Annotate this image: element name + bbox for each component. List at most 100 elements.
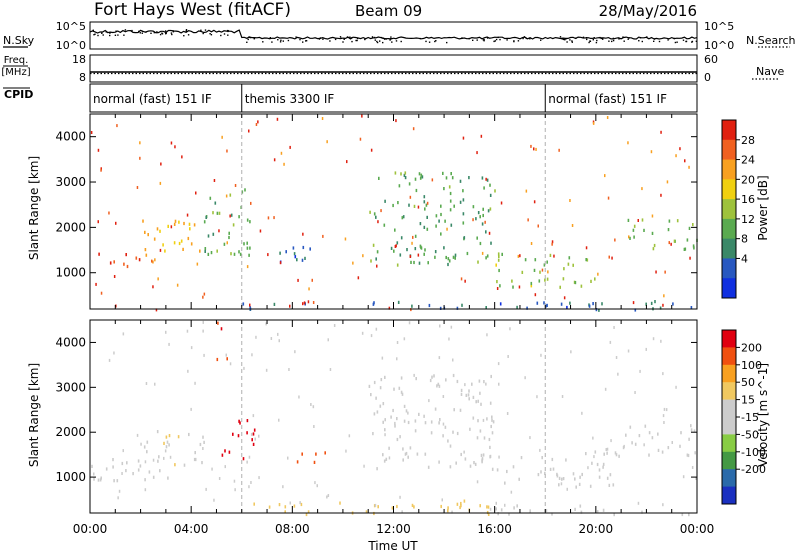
echo-cell <box>448 259 451 263</box>
cpid-strip: CPID normal (fast) 151 IF themis 3300 IF n… <box>3 83 698 113</box>
echo-cell <box>170 225 173 229</box>
echo-cell <box>302 245 305 250</box>
echo-cell <box>525 189 528 193</box>
echo-cell <box>154 382 156 386</box>
echo-cell <box>453 408 455 412</box>
echo-cell <box>482 213 484 218</box>
echo-cell <box>273 302 276 306</box>
colorbar-frame <box>721 119 737 299</box>
echo-cell <box>159 248 162 252</box>
nsearch-dot <box>582 36 585 38</box>
nsearch-dot <box>390 38 392 40</box>
echo-cell <box>633 235 635 239</box>
echo-cell <box>399 435 401 439</box>
echo-cell <box>329 368 332 371</box>
echo-cell <box>606 451 608 455</box>
echo-cell <box>679 147 681 151</box>
echo-cell <box>447 506 449 510</box>
echo-cell <box>464 457 467 461</box>
echo-cell <box>524 376 526 380</box>
echo-cell <box>415 377 417 381</box>
echo-cell <box>428 399 430 403</box>
echo-cell <box>553 254 555 258</box>
echo-cell <box>411 241 413 245</box>
colorbar-swatch <box>722 330 736 348</box>
echo-cell <box>139 156 141 160</box>
echo-cell <box>112 465 114 469</box>
echo-cell <box>645 302 647 306</box>
nsearch-dot <box>563 38 565 41</box>
echo-cell <box>488 231 491 235</box>
nsearch-dot <box>494 40 496 42</box>
echo-cell <box>144 230 146 234</box>
echo-cell <box>190 346 193 350</box>
nsearch-dot <box>483 40 485 42</box>
cpid-label: CPID <box>4 88 33 101</box>
echo-cell <box>688 513 690 517</box>
echo-cell <box>97 220 99 224</box>
echo-cell <box>190 242 193 246</box>
nsky-label: N.Sky <box>3 34 35 47</box>
echo-cell <box>657 448 660 452</box>
echo-cell <box>248 253 250 257</box>
nsearch-dot <box>599 36 601 39</box>
cpid-segment-label: themis 3300 IF <box>245 92 335 106</box>
echo-cell <box>144 488 147 492</box>
echo-cell <box>299 501 301 505</box>
echo-cell <box>248 455 251 459</box>
echo-cell <box>91 464 93 468</box>
echo-cell <box>590 279 592 283</box>
power-ylabel: Slant Range [km] <box>27 156 41 260</box>
echo-cell <box>567 262 570 266</box>
echo-cell <box>672 302 674 306</box>
echo-cell <box>589 484 592 488</box>
echo-cell <box>435 214 438 218</box>
echo-cell <box>491 467 494 471</box>
echo-cell <box>252 442 255 446</box>
echo-cell <box>408 182 411 186</box>
nsearch-dot <box>280 39 282 41</box>
echo-cell <box>480 402 482 406</box>
echo-cell <box>480 134 483 138</box>
echo-cell <box>462 221 465 225</box>
echo-cell <box>489 193 492 197</box>
colorbar-swatch <box>722 382 736 401</box>
echo-cell <box>189 227 191 231</box>
echo-cell <box>606 116 609 119</box>
echo-cell <box>654 300 656 304</box>
echo-cell <box>495 501 497 505</box>
echo-cell <box>574 507 576 511</box>
echo-cell <box>429 378 432 383</box>
nsearch-dot <box>382 41 384 44</box>
echo-cell <box>413 505 415 509</box>
echo-cell <box>486 505 488 509</box>
echo-cell <box>100 291 103 295</box>
echo-cell <box>661 450 664 454</box>
echo-cell <box>446 227 448 231</box>
echo-cell <box>154 258 156 262</box>
echo-cell <box>485 306 487 310</box>
echo-cell <box>388 446 390 450</box>
echo-cell <box>248 485 250 489</box>
echo-cell <box>424 452 427 456</box>
nave-top-tick: 60 <box>704 53 718 66</box>
echo-cell <box>562 477 565 481</box>
echo-cell <box>474 462 477 466</box>
nsearch-dot <box>468 37 470 40</box>
nsearch-dot <box>529 38 531 40</box>
nave-label: Nave <box>756 65 784 78</box>
echo-cell <box>617 372 619 376</box>
echo-cell <box>439 306 442 310</box>
nsearch-dot <box>376 40 378 43</box>
echo-cell <box>442 434 444 438</box>
echo-cell <box>315 452 317 456</box>
echo-cell <box>462 189 464 193</box>
nsky-strip: N.Sky 10^5 10^0 10^5 10^0 N.Search <box>3 20 796 52</box>
echo-cell <box>400 376 403 380</box>
echo-cell <box>611 256 613 260</box>
echo-cell <box>574 477 576 481</box>
nsearch-dot <box>376 41 379 44</box>
echo-cell <box>445 378 447 382</box>
echo-cell <box>401 392 404 396</box>
echo-cell <box>174 463 176 467</box>
